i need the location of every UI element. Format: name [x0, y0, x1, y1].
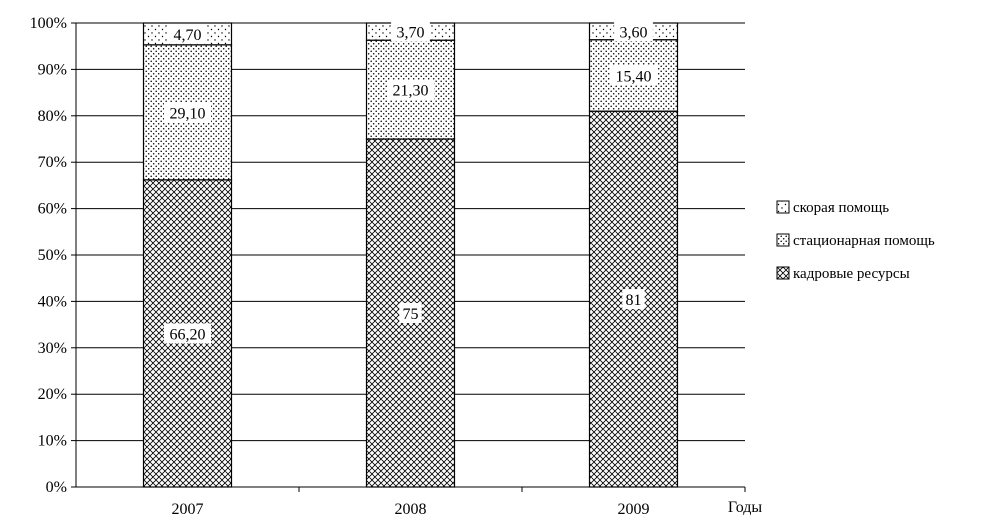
data-label-bg [164, 102, 211, 123]
data-label: 66,20 [170, 326, 206, 343]
x-axis-title: Годы [728, 499, 763, 516]
x-tick-label: 2007 [172, 501, 204, 518]
data-label-bg [391, 21, 430, 42]
data-labels: 66,20 29,10 4,70 75 21,30 3,70 81 15,40 3,60 [164, 21, 657, 344]
data-label: 81 [626, 292, 642, 309]
data-label-bg [614, 21, 653, 42]
legend-swatch [776, 266, 790, 280]
legend-label: скорая помощь [793, 200, 889, 216]
data-label: 4,70 [174, 27, 202, 44]
legend-label: кадровые ресурсы [793, 266, 910, 282]
y-tick-label: 40% [38, 293, 67, 310]
y-tick-label: 80% [38, 108, 67, 125]
data-label: 21,30 [393, 83, 429, 100]
data-label-bg [399, 303, 422, 323]
legend-swatch [776, 233, 790, 247]
data-label-bg [622, 289, 645, 310]
y-tick-label: 50% [38, 247, 67, 264]
y-tick-label: 30% [38, 340, 67, 357]
legend-swatch [776, 200, 790, 214]
legend-label: стационарная помощь [793, 233, 935, 249]
data-label-bg [610, 65, 657, 86]
data-label-bg [164, 323, 211, 344]
y-tick-label: 10% [38, 433, 67, 450]
y-tick-label: 100% [30, 15, 67, 32]
data-label-bg [387, 79, 434, 100]
y-tick-label: 70% [38, 154, 67, 171]
x-tick-label: 2008 [395, 501, 427, 518]
y-tick-label: 0% [46, 479, 67, 496]
y-tick-label: 90% [38, 61, 67, 78]
axes: 0% 10% 20% 30% 40% 50% 60% 70% 80% 90% 100% 2007 200… [30, 15, 763, 518]
legend: скорая помощь стационарная помощь кадровые… [776, 200, 935, 282]
bars [142, 22, 679, 488]
y-tick-label: 60% [38, 201, 67, 218]
data-label: 75 [403, 306, 419, 323]
data-label-bg [168, 23, 207, 44]
data-label: 15,40 [616, 68, 652, 85]
x-tick-label: 2009 [618, 501, 650, 518]
data-label: 3,60 [620, 24, 648, 41]
y-tick-label: 20% [38, 386, 67, 403]
data-label: 3,70 [397, 25, 425, 42]
data-label: 29,10 [170, 105, 206, 122]
